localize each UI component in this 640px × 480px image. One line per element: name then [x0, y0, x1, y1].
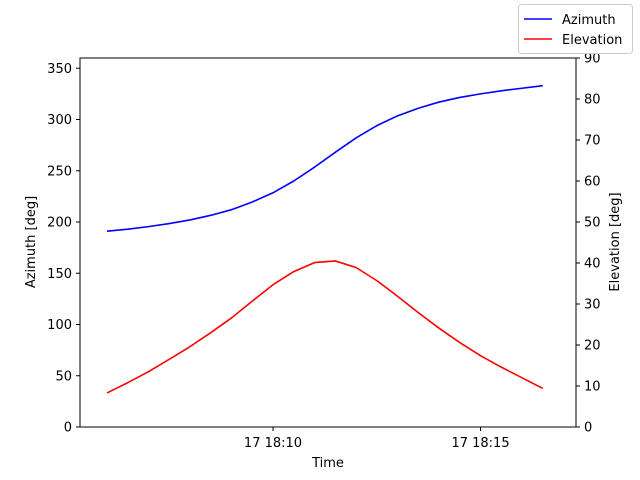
right-axis-ticks: 0 10 20 30 40 50 60 70 80 90 — [576, 52, 601, 436]
left-tick-label: 0 — [64, 421, 72, 436]
series-line-azimuth — [106, 84, 543, 233]
right-tick-label: 70 — [584, 134, 601, 149]
left-tick-label: 250 — [47, 164, 72, 179]
left-axis-ticks: 0 50 100 150 200 250 300 350 — [47, 62, 80, 436]
x-axis-label: Time — [311, 456, 344, 471]
right-tick-label: 80 — [584, 93, 601, 108]
left-tick-label: 150 — [47, 267, 72, 282]
right-tick-label: 50 — [584, 216, 601, 231]
legend-box — [518, 4, 633, 54]
x-axis-ticks: 17 18:10 17 18:15 — [244, 427, 510, 451]
right-tick-label: 90 — [584, 52, 601, 67]
series-line-elevation — [106, 260, 544, 394]
right-tick-label: 40 — [584, 257, 601, 272]
right-tick-label: 0 — [584, 421, 592, 436]
right-tick-label: 10 — [584, 380, 601, 395]
x-tick-label: 17 18:15 — [451, 436, 509, 451]
right-axis-label: Elevation [deg] — [608, 192, 623, 291]
x-tick-label: 17 18:10 — [244, 436, 302, 451]
right-tick-label: 30 — [584, 298, 601, 313]
left-tick-label: 100 — [47, 318, 72, 333]
left-tick-label: 300 — [47, 113, 72, 128]
left-axis-label: Azimuth [deg] — [24, 196, 39, 288]
legend: Azimuth Elevation — [518, 4, 633, 54]
right-tick-label: 60 — [584, 175, 601, 190]
left-tick-label: 350 — [47, 62, 72, 77]
legend-label-azimuth: Azimuth — [562, 13, 616, 28]
left-tick-label: 50 — [55, 369, 72, 384]
legend-label-elevation: Elevation — [562, 33, 622, 48]
series-layer — [106, 84, 544, 394]
right-tick-label: 20 — [584, 339, 601, 354]
plot-frame — [79, 57, 577, 428]
left-tick-label: 200 — [47, 216, 72, 231]
